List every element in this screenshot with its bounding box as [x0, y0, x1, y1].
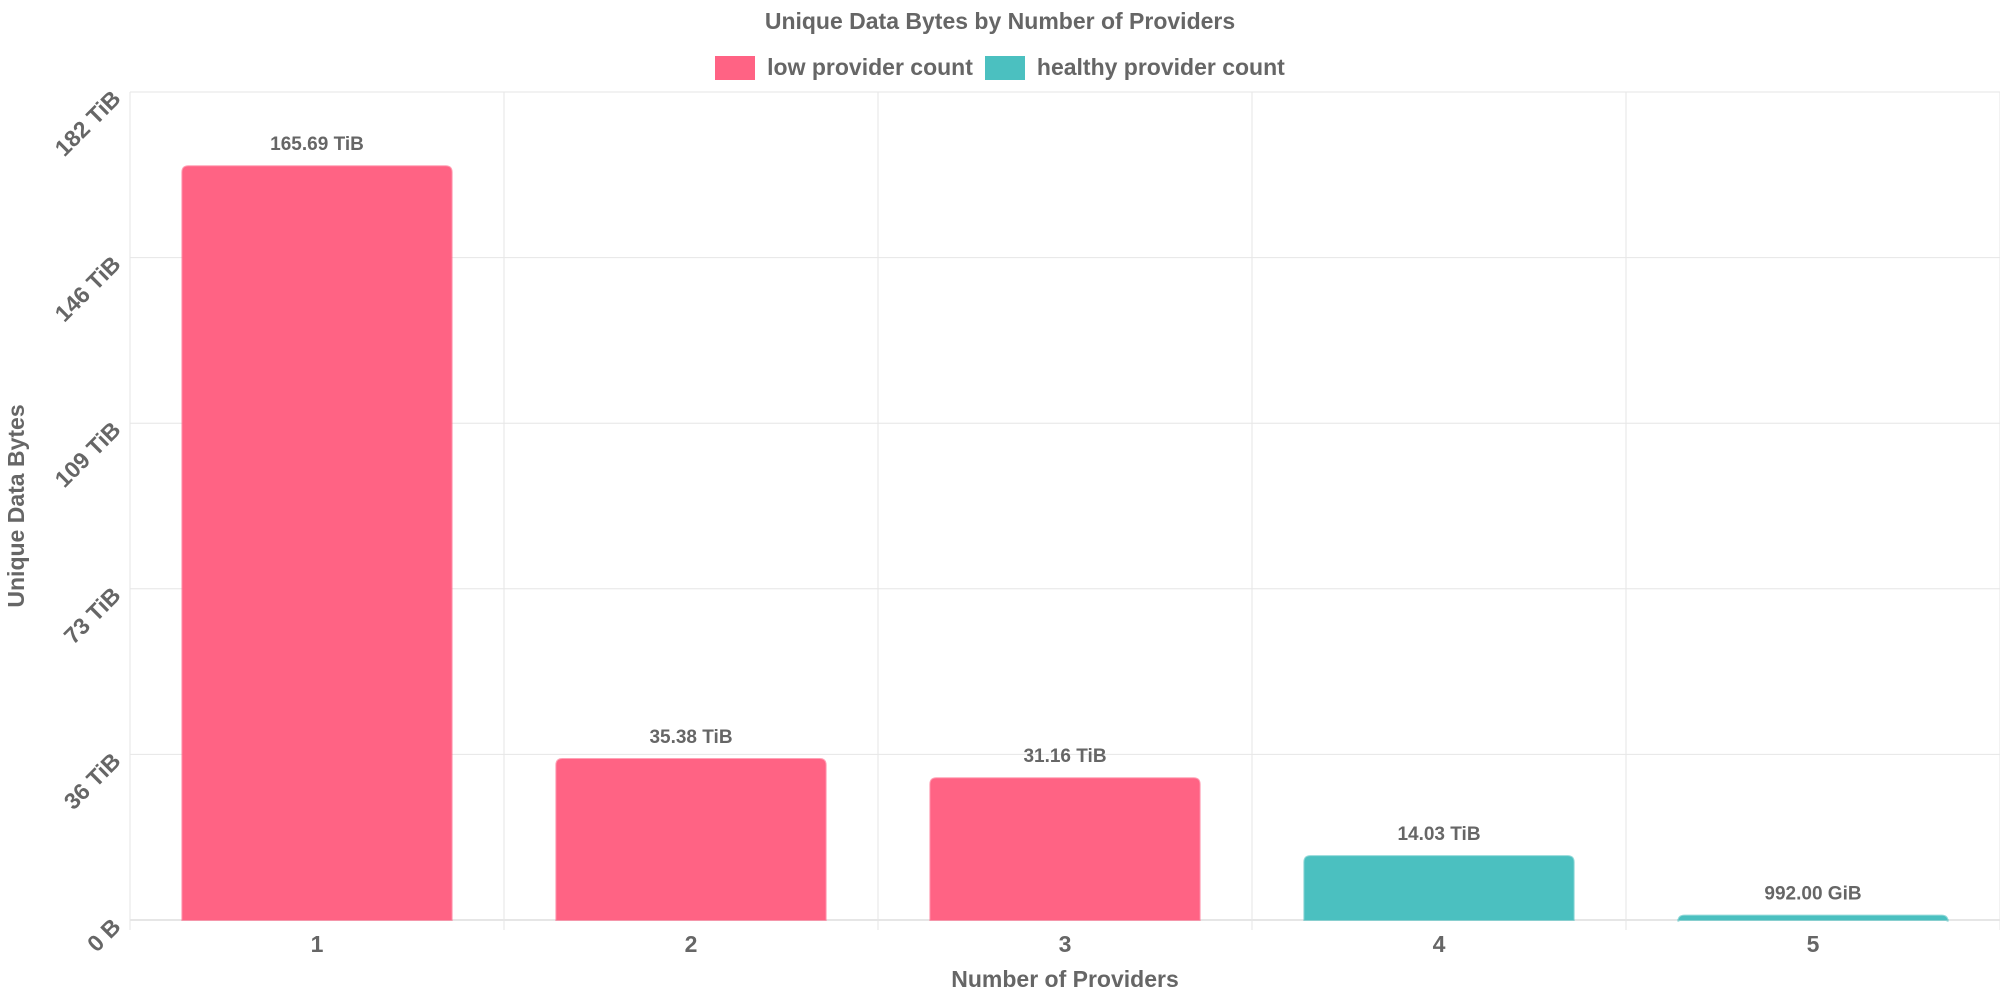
- legend-item-low[interactable]: low provider count: [715, 54, 973, 81]
- bar-value-label: 31.16 TiB: [1023, 746, 1106, 767]
- y-tick-label: 109 TiB: [50, 416, 126, 492]
- x-tick-label: 2: [685, 931, 698, 957]
- x-tick-label: 4: [1433, 931, 1446, 957]
- x-axis-title: Number of Providers: [951, 966, 1179, 992]
- legend: low provider count healthy provider coun…: [0, 54, 2000, 81]
- x-tick-label: 5: [1807, 931, 1820, 957]
- y-tick-label: 182 TiB: [50, 85, 126, 161]
- bar-value-label: 992.00 GiB: [1764, 884, 1861, 905]
- bar-1[interactable]: [181, 165, 453, 921]
- legend-swatch-low: [715, 55, 756, 80]
- legend-label-low: low provider count: [767, 54, 973, 80]
- x-tick-label: 1: [311, 931, 324, 957]
- bar-value-label: 165.69 TiB: [270, 134, 364, 155]
- y-axis-title: Unique Data Bytes: [3, 404, 29, 607]
- legend-item-healthy[interactable]: healthy provider count: [984, 54, 1285, 81]
- y-tick-label: 146 TiB: [50, 251, 126, 327]
- bar-value-label: 14.03 TiB: [1397, 824, 1480, 845]
- y-tick-label: 73 TiB: [59, 582, 126, 649]
- y-tick-label: 0 B: [82, 913, 126, 957]
- bar-2[interactable]: [555, 758, 827, 921]
- chart-title: Unique Data Bytes by Number of Providers: [764, 8, 1236, 34]
- legend-label-healthy: healthy provider count: [1036, 54, 1285, 80]
- bar-value-label: 35.38 TiB: [649, 727, 732, 748]
- legend-swatch-healthy: [984, 55, 1025, 80]
- x-tick-label: 3: [1059, 931, 1072, 957]
- y-tick-label: 36 TiB: [59, 748, 126, 815]
- bar-3[interactable]: [929, 777, 1201, 921]
- bar-5[interactable]: [1677, 914, 1949, 922]
- bar-4[interactable]: [1303, 855, 1575, 921]
